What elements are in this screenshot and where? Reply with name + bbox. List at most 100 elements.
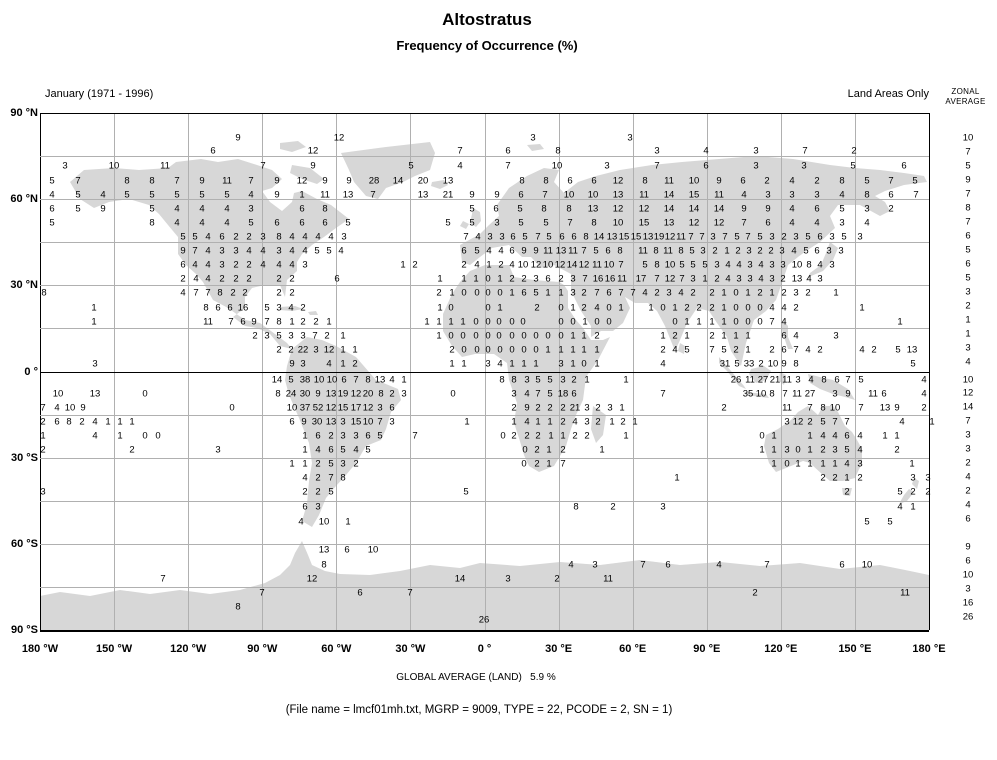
grid-value: 10 [767,358,779,370]
grid-value: 0 [533,330,539,342]
grid-value: 14 [663,189,675,201]
grid-value: 3 [826,245,832,257]
grid-value: 4 [832,430,838,442]
grid-value: 1 [464,416,470,428]
zonal-average-value: 3 [965,443,971,455]
grid-value: 7 [582,273,588,285]
grid-value: 7 [618,259,624,271]
grid-value: 1 [401,374,407,386]
grid-value: 2 [660,344,666,356]
grid-value: 0 [757,316,763,328]
grid-value: 0 [745,316,751,328]
grid-value: 1 [581,330,587,342]
zonal-average-value: 5 [965,160,971,172]
grid-value: 1 [511,416,517,428]
grid-value: 5 [844,444,850,456]
grid-value: 3 [389,416,395,428]
grid-value: 27 [804,388,816,400]
global-average-label: GLOBAL AVERAGE (LAND) 5.9 % [396,672,556,683]
grid-value: 5 [689,245,695,257]
grid-value: 7 [312,330,318,342]
grid-value: 3 [558,358,564,370]
grid-value: 12 [612,203,624,215]
grid-value: 2 [554,573,560,585]
grid-value: 1 [486,259,492,271]
grid-value: 2 [780,273,786,285]
grid-value: 1 [844,472,850,484]
grid-value: 12 [664,231,676,243]
zonal-average-value: 5 [965,244,971,256]
grid-value: 3 [302,259,308,271]
grid-value: 6 [740,175,746,187]
grid-value: 0 [448,302,454,314]
grid-value: 1 [437,302,443,314]
grid-value: 4 [100,189,106,201]
grid-value: 8 [555,145,561,157]
grid-value: 1 [448,316,454,328]
x-axis-label: 180 °E [912,643,946,655]
grid-value: 7 [377,416,383,428]
grid-value: 2 [620,416,626,428]
grid-value: 4 [289,245,295,257]
grid-value: 7 [618,287,624,299]
zonal-average-value: 2 [965,457,971,469]
grid-value: 5 [858,374,864,386]
grid-value: 0 [485,316,491,328]
grid-value: 2 [709,287,715,299]
grid-value: 8 [678,245,684,257]
grid-value: 0 [795,444,801,456]
grid-value: 4 [205,259,211,271]
grid-value: 13 [606,231,618,243]
zonal-average-value: 7 [965,415,971,427]
grid-value: 4 [49,189,55,201]
grid-value: 8 [806,259,812,271]
grid-value: 3 [276,302,282,314]
grid-value: 17 [350,402,362,414]
grid-value: 12 [530,259,542,271]
grid-value: 0 [606,316,612,328]
grid-value: 6 [571,231,577,243]
grid-value: 3 [511,388,517,400]
grid-value: 7 [412,430,418,442]
grid-value: 2 [714,273,720,285]
grid-value: 14 [454,573,466,585]
grid-value: 3 [607,402,613,414]
grid-value: 4 [199,203,205,215]
grid-value: 2 [461,259,467,271]
grid-value: 2 [535,402,541,414]
grid-value: 2 [781,231,787,243]
grid-value: 3 [769,259,775,271]
grid-value: 3 [604,160,610,172]
grid-value: 4 [814,217,820,229]
grid-value: 11 [782,374,792,386]
grid-value: 5 [679,259,685,271]
grid-value: 2 [276,287,282,299]
grid-value: 2 [757,287,763,299]
grid-value: 4 [703,145,709,157]
grid-value: 8 [642,175,648,187]
grid-value: 2 [300,316,306,328]
grid-value: 2 [300,302,306,314]
grid-value: 10 [791,259,803,271]
zonal-average-value: 5 [965,272,971,284]
grid-value: 5 [174,189,180,201]
grid-value: 1 [594,344,600,356]
grid-value: 11 [663,245,673,257]
grid-value: 0 [745,302,751,314]
grid-value: 6 [518,189,524,201]
grid-value: 9 [289,358,295,370]
grid-value: 4 [857,430,863,442]
grid-value: 3 [714,259,720,271]
grid-value: 2 [233,273,239,285]
grid-value: 7 [722,231,728,243]
grid-value: 8 [583,231,589,243]
grid-value: 7 [913,189,919,201]
grid-value: 3 [793,287,799,299]
grid-value: 2 [910,486,916,498]
grid-line-horizontal [40,414,929,416]
grid-value: 5 [547,374,553,386]
grid-value: 12 [306,573,318,585]
grid-value: 1 [696,316,702,328]
grid-value: 3 [753,160,759,172]
grid-value: 6 [781,330,787,342]
